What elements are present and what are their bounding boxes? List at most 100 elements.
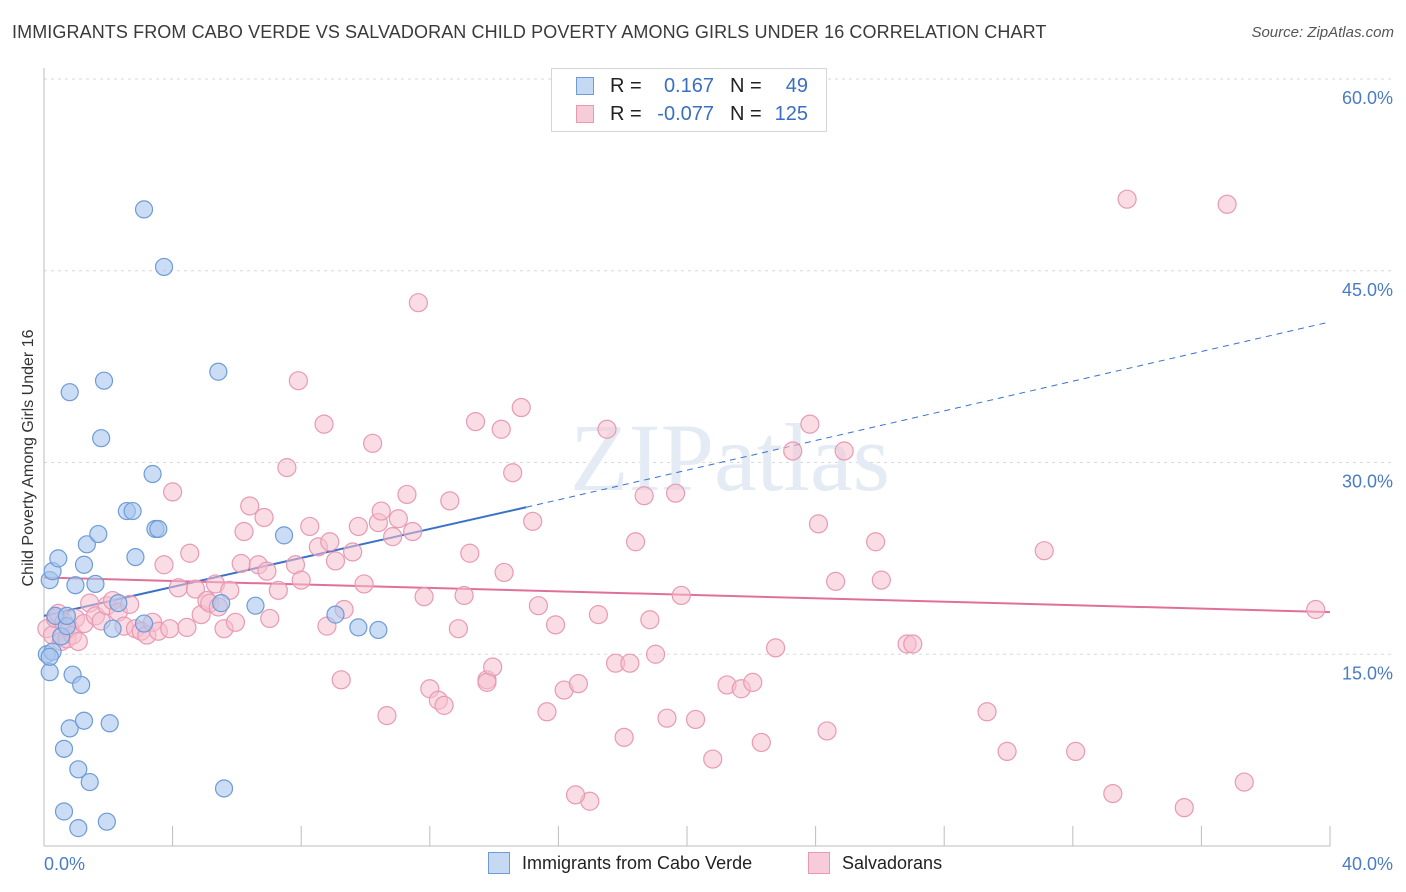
point-salvadorans — [225, 612, 246, 632]
y-tick-label: 45.0% — [1342, 280, 1393, 300]
point-cabo-verde — [149, 519, 168, 539]
legend-n-value: 49 — [785, 74, 808, 97]
point-cabo-verde — [40, 663, 59, 682]
legend-r-value: 0.167 — [663, 74, 714, 97]
point-salvadorans — [300, 516, 320, 537]
point-salvadorans — [434, 695, 454, 715]
legend-r-label: R = — [610, 74, 642, 97]
point-salvadorans — [260, 608, 280, 629]
point-salvadorans — [597, 419, 617, 439]
point-salvadorans — [163, 482, 183, 502]
point-cabo-verde — [66, 576, 85, 595]
point-salvadorans — [154, 555, 174, 575]
point-salvadorans — [257, 561, 277, 581]
point-salvadorans — [494, 562, 514, 583]
point-cabo-verde — [69, 760, 88, 779]
series-label-salvadorans: Salvadorans — [842, 852, 943, 873]
point-salvadorans — [68, 631, 88, 652]
point-salvadorans — [620, 653, 640, 673]
point-salvadorans — [343, 542, 363, 562]
point-cabo-verde — [209, 362, 228, 381]
point-salvadorans — [331, 670, 351, 690]
point-salvadorans — [997, 741, 1017, 762]
point-salvadorans — [1103, 783, 1123, 804]
point-cabo-verde — [349, 618, 368, 637]
point-salvadorans — [866, 532, 886, 552]
point-salvadorans — [800, 414, 820, 434]
point-salvadorans — [408, 293, 428, 313]
point-cabo-verde — [154, 257, 174, 277]
point-salvadorans — [545, 615, 566, 635]
point-salvadorans — [1234, 772, 1254, 792]
point-salvadorans — [465, 411, 486, 432]
point-salvadorans — [537, 702, 557, 722]
series-legend-cabo-verde: Immigrants from Cabo Verde — [488, 852, 752, 874]
point-cabo-verde — [92, 429, 111, 448]
point-salvadorans — [168, 578, 188, 598]
point-salvadorans — [625, 532, 646, 552]
point-salvadorans — [511, 397, 531, 418]
point-salvadorans — [454, 585, 474, 606]
y-axis-title: Child Poverty Among Girls Under 16 — [20, 329, 37, 586]
point-salvadorans — [871, 570, 891, 590]
point-salvadorans — [523, 511, 543, 531]
point-cabo-verde — [72, 675, 91, 695]
point-cabo-verde — [80, 772, 99, 792]
points-layer — [37, 189, 1326, 838]
legend-swatch-pink — [576, 105, 594, 123]
watermark: ZIPatlas — [570, 404, 890, 511]
trend-line-cabo-verde-projection — [526, 321, 1331, 508]
point-salvadorans — [657, 708, 677, 728]
point-salvadorans — [320, 532, 340, 552]
point-cabo-verde — [97, 812, 116, 831]
point-salvadorans — [703, 749, 723, 769]
point-cabo-verde — [40, 647, 59, 666]
y-tick-label: 60.0% — [1342, 88, 1393, 108]
point-salvadorans — [180, 543, 200, 563]
y-tick-label: 30.0% — [1342, 472, 1393, 492]
series-legend-salvadorans: Salvadorans — [808, 852, 942, 874]
point-salvadorans — [503, 463, 523, 483]
legend-r-value: -0.077 — [657, 102, 714, 125]
point-salvadorans — [185, 579, 206, 599]
chart-title: IMMIGRANTS FROM CABO VERDE VS SALVADORAN… — [12, 22, 1047, 42]
point-cabo-verde — [246, 596, 265, 615]
point-cabo-verde — [326, 605, 345, 624]
point-salvadorans — [234, 521, 254, 542]
point-cabo-verde — [77, 535, 96, 554]
point-salvadorans — [268, 580, 288, 600]
point-salvadorans — [1066, 741, 1086, 762]
point-salvadorans — [834, 441, 854, 461]
x-tick-label: 0.0% — [44, 854, 85, 874]
point-salvadorans — [325, 551, 346, 571]
point-salvadorans — [751, 732, 771, 753]
point-salvadorans — [377, 706, 397, 726]
point-salvadorans — [565, 785, 586, 805]
legend-n-value: 125 — [774, 102, 808, 125]
point-cabo-verde — [100, 714, 119, 733]
legend-r-label: R = — [610, 102, 642, 125]
labels-layer: 15.0% 30.0% 45.0% 60.0% 0.0% 40.0% Child Pover… — [20, 88, 1393, 874]
point-salvadorans — [231, 553, 251, 574]
point-salvadorans — [348, 516, 368, 537]
point-salvadorans — [240, 496, 260, 516]
point-cabo-verde — [54, 802, 74, 821]
point-salvadorans — [665, 483, 686, 503]
point-salvadorans — [1174, 798, 1194, 818]
point-salvadorans — [614, 727, 634, 747]
point-salvadorans — [634, 486, 654, 506]
point-salvadorans — [254, 507, 274, 528]
point-salvadorans — [440, 491, 460, 511]
point-salvadorans — [177, 617, 197, 638]
point-cabo-verde — [60, 719, 79, 738]
legend-row-salvadorans: R = -0.077 N = 125 — [576, 101, 808, 127]
point-cabo-verde — [369, 620, 388, 640]
point-salvadorans — [160, 619, 180, 639]
point-cabo-verde — [94, 371, 114, 390]
point-salvadorans — [817, 721, 837, 741]
point-cabo-verde — [69, 819, 88, 838]
point-salvadorans — [685, 709, 706, 730]
point-salvadorans — [977, 702, 997, 722]
point-salvadorans — [383, 527, 403, 547]
point-salvadorans — [477, 672, 497, 692]
